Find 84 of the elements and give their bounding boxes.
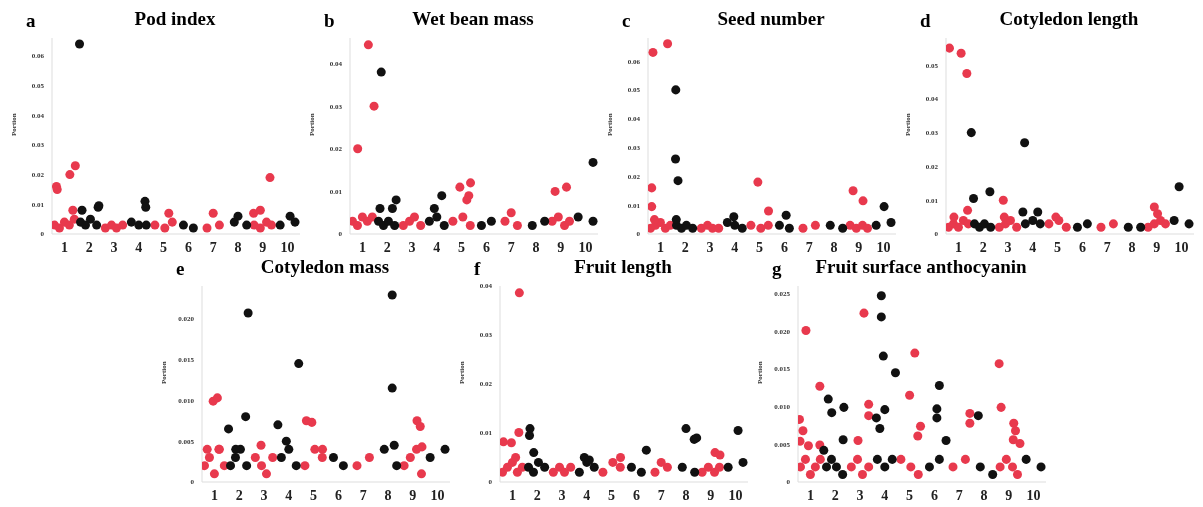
x-tick-label: 6 xyxy=(780,239,788,255)
text: a xyxy=(26,10,36,32)
x-tick-label: 9 xyxy=(1005,487,1013,503)
chart-title: Cotyledon mass xyxy=(260,256,390,277)
x-tick-label: 3 xyxy=(408,239,416,255)
x-tick-label: 4 xyxy=(433,239,441,255)
x-tick-label: 9 xyxy=(557,239,565,255)
x-tick-label: 1 xyxy=(806,487,814,503)
x-tick-label: 2 xyxy=(383,239,391,255)
x-tick-label: 5 xyxy=(906,487,914,503)
x-tick-label: 2 xyxy=(85,239,93,255)
x-tick-label: 5 xyxy=(608,487,616,503)
x-tick-label: 8 xyxy=(384,487,392,503)
x-tick-label: 4 xyxy=(135,239,143,255)
x-tick-label: 7 xyxy=(657,487,665,503)
text: e xyxy=(176,258,185,280)
x-tick-label: 7 xyxy=(359,487,367,503)
x-tick-label: 8 xyxy=(532,239,540,255)
x-tick-label: 10 xyxy=(1174,239,1189,255)
x-tick-label: 4 xyxy=(583,487,591,503)
x-tick-label: 3 xyxy=(706,239,714,255)
chart-title: Fruit length xyxy=(574,256,672,277)
x-tick-label: 3 xyxy=(558,487,566,503)
x-tick-label: 7 xyxy=(1103,239,1111,255)
x-tick-label: 6 xyxy=(632,487,640,503)
x-tick-label: 6 xyxy=(184,239,192,255)
text: f xyxy=(474,258,481,280)
x-tick-label: 8 xyxy=(1128,239,1136,255)
chart-title: Seed number xyxy=(717,8,825,29)
x-tick-label: 7 xyxy=(955,487,963,503)
chart-title: Pod index xyxy=(134,8,216,29)
x-tick-label: 10 xyxy=(280,239,295,255)
text: g xyxy=(772,258,782,280)
x-tick-label: 7 xyxy=(507,239,515,255)
x-tick-label: 6 xyxy=(1078,239,1086,255)
x-tick-label: 3 xyxy=(260,487,268,503)
chart-title: Fruit surface anthocyanin xyxy=(815,256,1027,277)
x-tick-label: 10 xyxy=(876,239,891,255)
x-tick-label: 3 xyxy=(110,239,118,255)
x-tick-label: 10 xyxy=(728,487,743,503)
text: d xyxy=(920,10,931,32)
chart-title: Wet bean mass xyxy=(412,8,534,29)
x-tick-label: 1 xyxy=(60,239,68,255)
x-tick-label: 6 xyxy=(334,487,342,503)
x-tick-label: 8 xyxy=(830,239,838,255)
x-tick-label: 4 xyxy=(285,487,293,503)
x-tick-label: 1 xyxy=(508,487,516,503)
x-tick-label: 2 xyxy=(681,239,689,255)
x-tick-label: 5 xyxy=(310,487,318,503)
x-tick-label: 2 xyxy=(831,487,839,503)
x-tick-label: 10 xyxy=(1026,487,1041,503)
x-tick-label: 2 xyxy=(979,239,987,255)
x-tick-label: 2 xyxy=(533,487,541,503)
x-tick-label: 1 xyxy=(656,239,664,255)
x-tick-label: 3 xyxy=(856,487,864,503)
x-tick-label: 5 xyxy=(1054,239,1062,255)
x-tick-label: 8 xyxy=(682,487,690,503)
chart-title: Cotyledon length xyxy=(999,8,1139,29)
text: b xyxy=(324,10,335,32)
x-tick-label: 5 xyxy=(458,239,466,255)
x-tick-label: 9 xyxy=(855,239,863,255)
x-tick-label: 9 xyxy=(707,487,715,503)
x-tick-label: 7 xyxy=(805,239,813,255)
x-tick-label: 4 xyxy=(881,487,889,503)
x-tick-label: 5 xyxy=(160,239,168,255)
x-tick-label: 8 xyxy=(234,239,242,255)
x-tick-label: 3 xyxy=(1004,239,1012,255)
x-tick-label: 10 xyxy=(578,239,593,255)
x-tick-label: 2 xyxy=(235,487,243,503)
x-tick-label: 9 xyxy=(409,487,417,503)
x-tick-label: 4 xyxy=(731,239,739,255)
x-tick-label: 1 xyxy=(954,239,962,255)
x-tick-label: 4 xyxy=(1029,239,1037,255)
x-tick-label: 1 xyxy=(210,487,218,503)
text: c xyxy=(622,10,631,32)
x-tick-label: 7 xyxy=(209,239,217,255)
x-tick-label: 5 xyxy=(756,239,764,255)
x-tick-label: 9 xyxy=(1153,239,1161,255)
x-tick-label: 8 xyxy=(980,487,988,503)
x-tick-label: 9 xyxy=(259,239,267,255)
x-tick-label: 10 xyxy=(430,487,445,503)
x-tick-label: 1 xyxy=(358,239,366,255)
x-tick-label: 6 xyxy=(482,239,490,255)
x-tick-label: 6 xyxy=(930,487,938,503)
